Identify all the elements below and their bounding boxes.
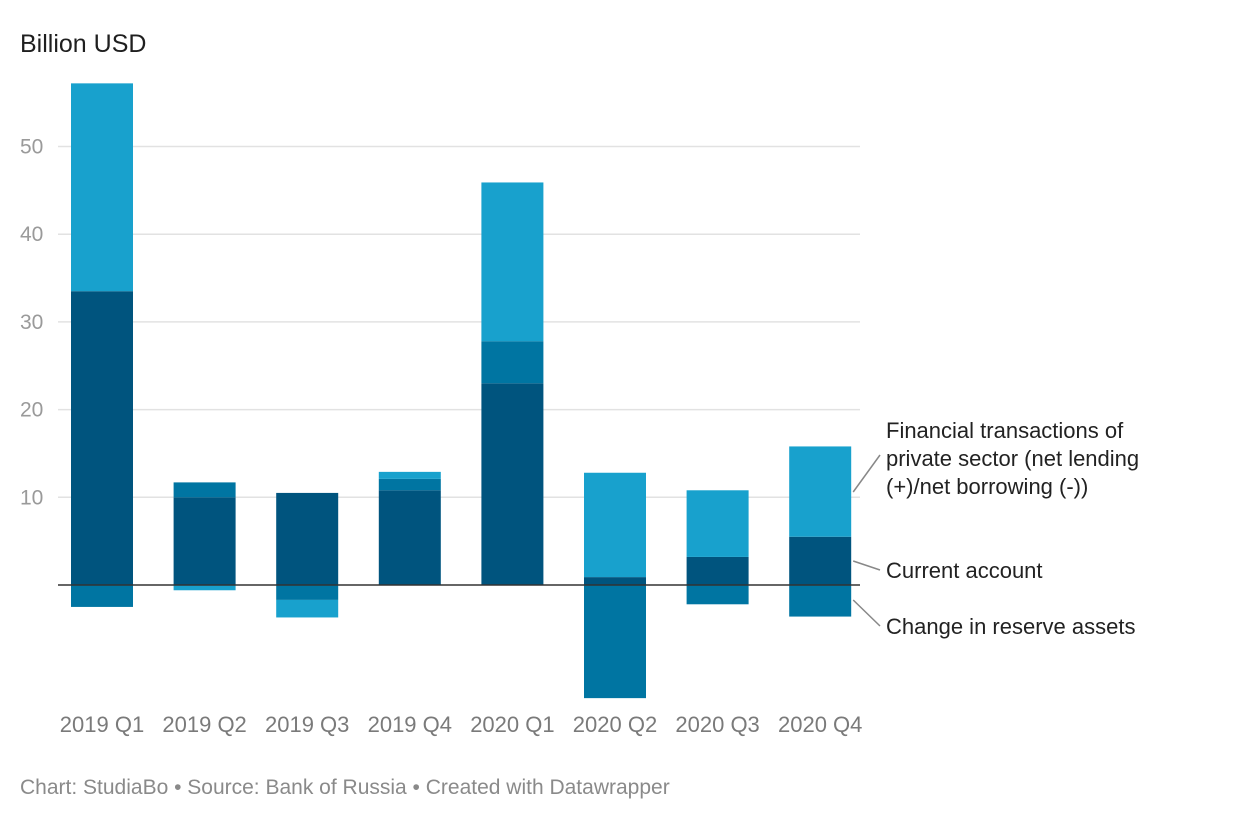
bar-segment [378, 490, 441, 585]
x-category-label: 2019 Q4 [368, 712, 452, 737]
bar-segment [584, 577, 646, 585]
x-category-label: 2020 Q1 [470, 712, 554, 737]
bar-segment [481, 341, 544, 384]
bar-segment [789, 446, 852, 537]
legend-line: (+)/net borrowing (-)) [886, 474, 1088, 499]
x-category-label: 2019 Q2 [162, 712, 246, 737]
bar-segment [276, 492, 339, 585]
x-category-label: 2020 Q2 [573, 712, 657, 737]
x-axis-categories: 2019 Q1 2019 Q2 2019 Q3 2019 Q4 2020 Q1 2020 … [60, 712, 863, 737]
bar-segment [173, 497, 236, 585]
y-tick-label: 20 [20, 399, 43, 422]
x-category-label: 2019 Q1 [60, 712, 144, 737]
gridlines [58, 145, 860, 499]
bar-segment [789, 585, 852, 617]
legend-line: Financial transactions of [886, 418, 1124, 443]
bars [71, 83, 852, 699]
legend-label-current-account: Current account [886, 558, 1043, 583]
bar-segment [71, 291, 133, 585]
bar-segment [276, 585, 339, 600]
bar-segment [686, 585, 749, 605]
bar-segment [481, 182, 544, 342]
source-footer: Chart: StudiaBo • Source: Bank of Russia… [20, 776, 670, 799]
bar-segment [789, 536, 852, 585]
y-tick-label: 30 [20, 311, 43, 334]
bar-segment [378, 471, 441, 479]
y-tick-label: 40 [20, 223, 43, 246]
bar-segment [378, 478, 441, 491]
x-category-label: 2019 Q3 [265, 712, 349, 737]
x-category-label: 2020 Q3 [675, 712, 759, 737]
bar-segment [686, 490, 749, 557]
bar-segment [584, 585, 646, 699]
y-tick-label: 50 [20, 136, 43, 159]
bar-segment [584, 472, 646, 578]
bar-segment [71, 585, 133, 607]
leader-line [852, 454, 881, 493]
unit-label: Billion USD [20, 30, 147, 58]
bar-segment [71, 83, 133, 292]
bar-segment [276, 599, 339, 618]
x-category-label: 2020 Q4 [778, 712, 862, 737]
y-axis-ticks: 10 20 30 40 50 [20, 136, 43, 510]
y-tick-label: 10 [20, 486, 43, 509]
bar-segment [173, 482, 236, 498]
legend-line: private sector (net lending [886, 446, 1139, 471]
legend-label-reserve-assets: Change in reserve assets [886, 614, 1135, 639]
bar-segment [173, 585, 236, 591]
bar-segment [481, 383, 544, 585]
leader-line [852, 560, 881, 571]
legend-label-financial-transactions: Financial transactions of private sector … [886, 418, 1139, 499]
bar-segment [686, 556, 749, 585]
legend: Financial transactions of private sector … [852, 418, 1139, 639]
leader-line [852, 599, 881, 627]
